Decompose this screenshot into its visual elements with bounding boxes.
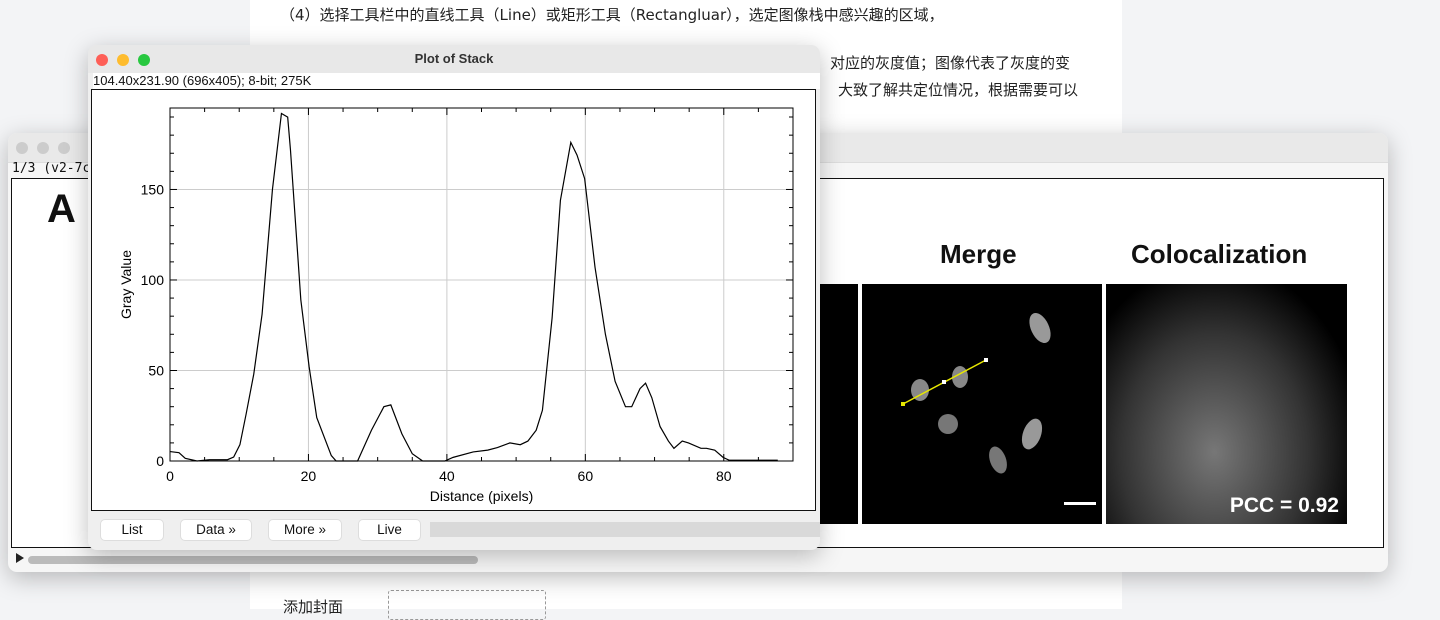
x-tick-label: 40 xyxy=(439,468,455,484)
doc-text-line: （4）选择工具栏中的直线工具（Line）或矩形工具（Rectangluar），选… xyxy=(280,6,944,24)
stack-scrollbar[interactable] xyxy=(28,556,478,564)
profile-line xyxy=(169,112,778,462)
y-tick-label: 100 xyxy=(141,272,165,288)
plot-window-titlebar[interactable]: Plot of Stack xyxy=(88,45,820,73)
x-axis-label: Distance (pixels) xyxy=(430,488,533,504)
panel-letter: A xyxy=(47,187,76,231)
play-icon[interactable] xyxy=(16,553,24,563)
plot-window: Plot of Stack 104.40x231.90 (696x405); 8… xyxy=(88,45,820,550)
plot-window-title: Plot of Stack xyxy=(414,51,494,66)
close-button[interactable] xyxy=(96,54,108,66)
add-cover-label: 添加封面 xyxy=(283,598,344,616)
zoom-button[interactable] xyxy=(138,54,150,66)
doc-text-line: 大致了解共定位情况，根据需要可以 xyxy=(838,81,1079,99)
image-subtitle: 1/3 (v2-7c xyxy=(12,161,91,176)
add-cover-box[interactable] xyxy=(388,590,546,620)
colocalization-title: Colocalization xyxy=(1131,239,1308,269)
pcc-value: PCC = 0.92 xyxy=(1229,494,1339,517)
y-tick-label: 50 xyxy=(148,362,164,378)
image-panel xyxy=(820,284,858,524)
plot-canvas[interactable]: 0 20 40 60 80 0 50 100 150 Distance (pixels) Gray … xyxy=(91,89,816,511)
list-button[interactable]: List xyxy=(100,519,164,541)
plot-frame xyxy=(169,107,794,462)
merge-panel xyxy=(862,284,1102,524)
x-tick-label: 60 xyxy=(578,468,594,484)
colocalization-panel: PCC = 0.92 xyxy=(1106,284,1347,524)
data-button[interactable]: Data » xyxy=(180,519,252,541)
live-button[interactable]: Live xyxy=(358,519,421,541)
x-tick-label: 20 xyxy=(301,468,317,484)
close-button[interactable] xyxy=(16,142,28,154)
y-axis-label: Gray Value xyxy=(118,250,134,319)
minimize-button[interactable] xyxy=(117,54,129,66)
zoom-button[interactable] xyxy=(58,142,70,154)
scale-bar xyxy=(1064,502,1096,505)
x-tick-label: 0 xyxy=(166,468,174,484)
merge-image xyxy=(901,313,1096,505)
plot-info: 104.40x231.90 (696x405); 8-bit; 275K xyxy=(93,73,820,89)
profile-chart: 0 20 40 60 80 0 50 100 150 Distance (pixels) Gray … xyxy=(118,107,794,504)
merge-title: Merge xyxy=(940,239,1017,269)
more-button[interactable]: More » xyxy=(268,519,342,541)
y-tick-label: 150 xyxy=(141,181,165,197)
doc-text-line: 对应的灰度值；图像代表了灰度的变 xyxy=(830,54,1071,72)
x-tick-label: 80 xyxy=(716,468,732,484)
y-tick-label: 0 xyxy=(156,453,164,469)
progress-bar xyxy=(430,522,820,537)
minimize-button[interactable] xyxy=(37,142,49,154)
